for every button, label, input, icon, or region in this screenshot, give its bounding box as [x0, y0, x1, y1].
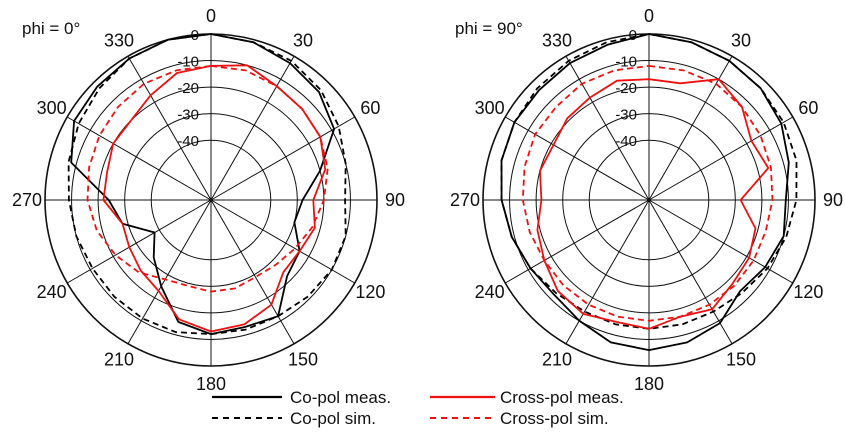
grid-spoke	[210, 116, 356, 201]
angle-tick-label: 0	[206, 6, 216, 26]
grid-spoke	[210, 55, 295, 201]
grid-spoke	[127, 199, 212, 345]
grid-spoke	[66, 199, 212, 284]
grid-spoke	[210, 199, 356, 284]
grid-spoke	[504, 199, 650, 284]
grid-spoke	[565, 199, 650, 345]
angle-tick-label: 60	[798, 98, 818, 118]
grid-spoke	[648, 199, 733, 345]
radial-tick-label: 0	[629, 27, 637, 44]
grid-spoke	[210, 199, 295, 345]
angle-tick-label: 30	[731, 31, 751, 51]
panel-title: phi = 90°	[455, 19, 523, 38]
angle-tick-label: 90	[823, 190, 843, 210]
angle-tick-label: 150	[288, 349, 318, 369]
angle-tick-label: 240	[37, 282, 67, 302]
grid-spoke	[127, 55, 212, 201]
legend: Co-pol meas. Co-pol sim. Cross-pol meas.…	[212, 388, 624, 428]
angle-tick-label: 180	[634, 374, 664, 394]
angle-tick-label: 240	[475, 282, 505, 302]
radial-tick-label: -40	[615, 133, 637, 150]
series-line-cross-pol-meas	[102, 64, 327, 333]
radial-tick-label: -30	[615, 107, 637, 124]
angle-tick-label: 210	[104, 349, 134, 369]
radial-tick-label: -10	[615, 54, 637, 71]
panel-title: phi = 0°	[22, 19, 80, 38]
radial-tick-label: -40	[177, 133, 199, 150]
legend-label-copol-sim: Co-pol sim.	[290, 409, 376, 428]
grid-spoke	[648, 55, 733, 201]
angle-tick-label: 0	[644, 6, 654, 26]
angle-tick-label: 120	[355, 282, 385, 302]
legend-label-crosspol-meas: Cross-pol meas.	[500, 388, 624, 407]
legend-label-copol-meas: Co-pol meas.	[290, 388, 391, 407]
angle-tick-label: 90	[385, 190, 405, 210]
radial-tick-label: -20	[177, 80, 199, 97]
series-line-co-pol-sim	[67, 33, 347, 335]
series-line-co-pol-sim	[500, 33, 798, 330]
series-line-cross-pol-meas	[536, 78, 770, 330]
angle-tick-label: 120	[793, 282, 823, 302]
angle-tick-label: 270	[12, 190, 42, 210]
grid-spoke	[565, 55, 650, 201]
angle-tick-label: 270	[450, 190, 480, 210]
angle-tick-label: 180	[196, 374, 226, 394]
series-line-cross-pol-sim	[521, 65, 774, 322]
radial-tick-label: -20	[615, 80, 637, 97]
grid-spoke	[648, 199, 794, 284]
angle-tick-label: 300	[475, 98, 505, 118]
grid-spoke	[66, 116, 212, 201]
polar-chart-phi-90: 0 30 60 90 120 150 180 210 240 270 300 330 0 -10 -20 -3…	[450, 6, 843, 394]
series-line-cross-pol-sim	[86, 65, 329, 293]
grid-spoke	[504, 116, 650, 201]
grid-spoke	[648, 116, 794, 201]
angle-tick-label: 210	[542, 349, 572, 369]
angle-tick-label: 330	[104, 31, 134, 51]
radial-tick-label: -30	[177, 107, 199, 124]
angle-tick-label: 30	[293, 31, 313, 51]
legend-label-crosspol-sim: Cross-pol sim.	[500, 409, 609, 428]
angle-tick-label: 330	[542, 31, 572, 51]
radial-tick-label: -10	[177, 54, 199, 71]
angle-tick-label: 150	[726, 349, 756, 369]
angle-tick-label: 60	[360, 98, 380, 118]
angle-tick-label: 300	[37, 98, 67, 118]
